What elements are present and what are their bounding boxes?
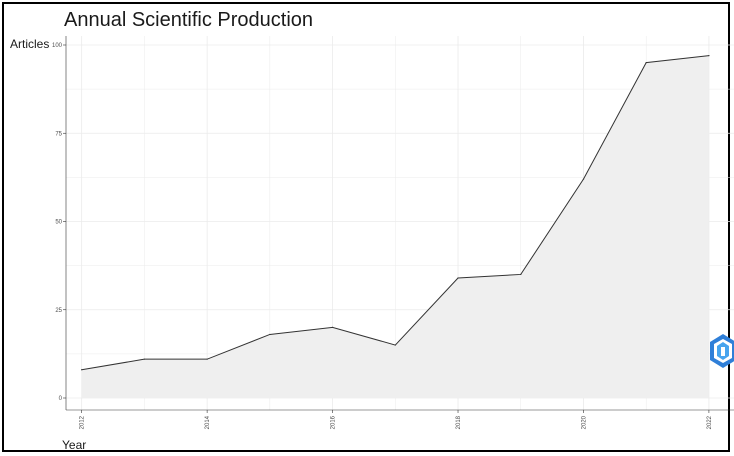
data-point: [81, 369, 83, 371]
data-point: [394, 344, 396, 346]
data-point: [331, 326, 334, 328]
x-tick-label: 2012: [80, 415, 86, 429]
tick-labels: 0 25 50 75 100 2012 2014 2016 2018 2020 2022: [52, 43, 713, 429]
y-tick-label: 0: [59, 396, 63, 402]
x-tick-label: 2022: [707, 415, 713, 429]
data-point: [645, 62, 647, 64]
data-point: [269, 333, 271, 336]
data-point: [520, 273, 522, 276]
data-point: [457, 277, 459, 279]
x-tick-label: 2018: [456, 415, 462, 429]
y-tick-label: 100: [52, 43, 63, 49]
y-axis-title: Articles: [10, 37, 49, 51]
chart-title: Annual Scientific Production: [64, 9, 313, 31]
y-tick-label: 25: [55, 308, 62, 314]
data-point: [206, 358, 208, 360]
x-tick-label: 2016: [331, 415, 337, 429]
chart-frame: [2, 2, 730, 452]
bibliometrix-logo-icon: [710, 334, 734, 368]
x-tick-label: 2014: [205, 415, 211, 429]
y-tick-label: 50: [55, 220, 62, 226]
data-point: [143, 358, 146, 360]
data-point: [582, 178, 585, 180]
area-fill: [81, 55, 709, 399]
data-point: [708, 54, 710, 57]
y-tick-label: 75: [55, 131, 62, 137]
x-axis-title: Year: [62, 438, 86, 452]
area-layer: [81, 54, 710, 399]
axes: [63, 36, 734, 413]
x-tick-label: 2020: [581, 415, 587, 429]
